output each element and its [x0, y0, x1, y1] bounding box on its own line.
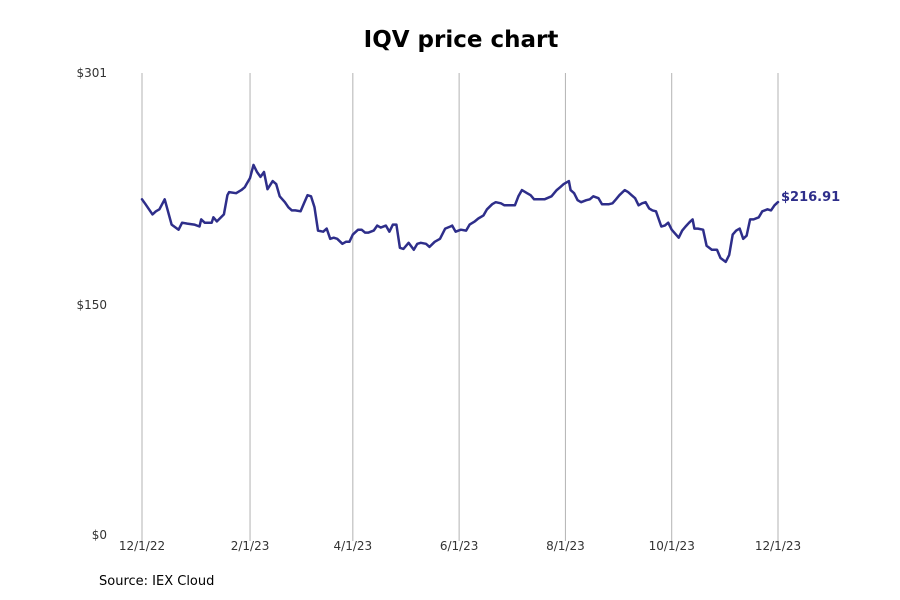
y-tick-label: $0 — [92, 528, 107, 542]
y-axis: $0 $150 $301 — [76, 66, 107, 542]
gridlines — [141, 73, 779, 541]
end-value-label: $216.91 — [781, 190, 840, 205]
x-tick-label: 6/1/23 — [440, 539, 479, 553]
y-tick-label: $301 — [76, 66, 107, 80]
x-tick-label: 4/1/23 — [334, 539, 373, 553]
x-tick-label: 12/1/22 — [119, 539, 165, 553]
x-axis: 12/1/22 2/1/23 4/1/23 6/1/23 8/1/23 10/1/23 12… — [119, 539, 801, 553]
source-note: Source: IEX Cloud — [99, 574, 215, 589]
end-label-group: $216.91 — [781, 190, 840, 205]
x-tick-label: 10/1/23 — [649, 539, 695, 553]
x-tick-label: 12/1/23 — [755, 539, 801, 553]
price-line — [140, 163, 780, 264]
x-tick-label: 2/1/23 — [231, 539, 270, 553]
y-tick-label: $150 — [76, 298, 107, 312]
x-tick-label: 8/1/23 — [546, 539, 585, 553]
price-series — [140, 163, 780, 264]
chart-title: IQV price chart — [363, 27, 559, 53]
